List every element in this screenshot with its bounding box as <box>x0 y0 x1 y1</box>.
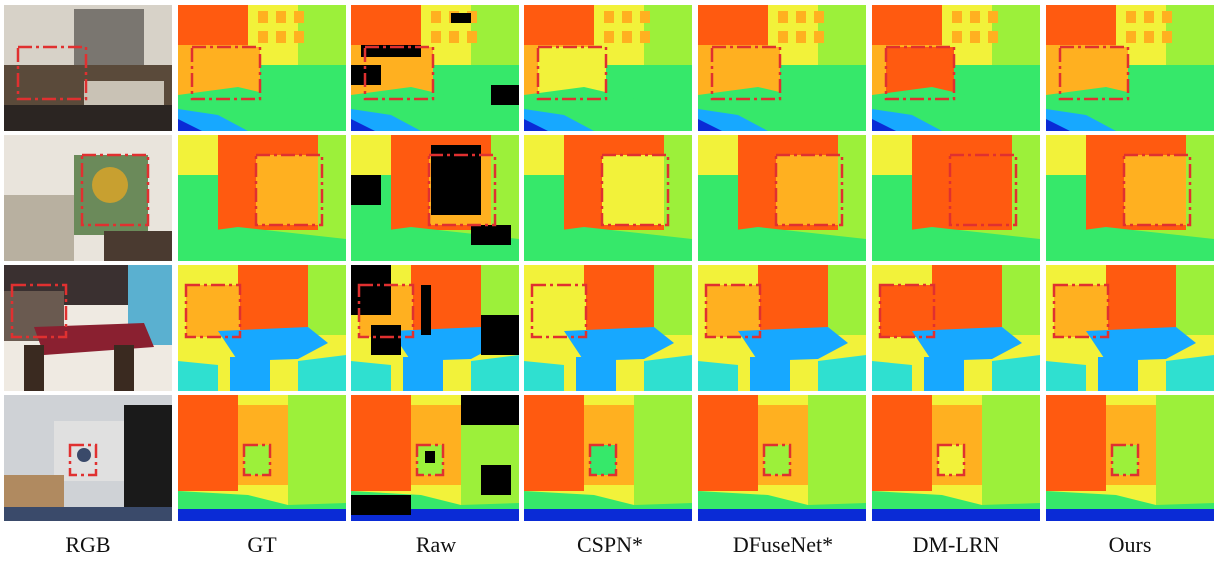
column-label-gt: GT <box>247 532 277 557</box>
panel-music-room-raw <box>351 5 519 131</box>
column-label-rgb: RGB <box>65 532 111 557</box>
highlight-box <box>536 45 608 101</box>
panel-lab-room-gt <box>178 395 346 521</box>
depth-map-row-2 <box>698 135 866 261</box>
panel-cafe-counter-dmlrn <box>872 135 1040 261</box>
panel-restaurant-table-rgb <box>4 265 172 391</box>
rgb-image-row-3 <box>4 265 172 391</box>
depth-map-row-4 <box>524 395 692 521</box>
depth-map-row-3 <box>178 265 346 391</box>
column-label-dfusenet: DFuseNet* <box>732 532 834 557</box>
column-label-cspn: CSPN* <box>576 532 644 557</box>
column-label-ours: Ours <box>1108 532 1152 557</box>
highlight-box <box>363 45 435 101</box>
panel-music-room-gt <box>178 5 346 131</box>
depth-map-row-1 <box>178 5 346 131</box>
highlight-box <box>1122 153 1192 227</box>
panel-restaurant-table-dmlrn <box>872 265 1040 391</box>
highlight-box <box>1058 45 1130 101</box>
highlight-box <box>16 45 88 101</box>
depth-map-row-1 <box>698 5 866 131</box>
panel-restaurant-table-ours <box>1046 265 1214 391</box>
panel-cafe-counter-rgb <box>4 135 172 261</box>
highlight-box <box>427 153 497 227</box>
highlight-box <box>190 45 262 101</box>
depth-map-row-4 <box>351 395 519 521</box>
panel-restaurant-table-gt <box>178 265 346 391</box>
highlight-box <box>80 153 150 227</box>
panel-lab-room-ours <box>1046 395 1214 521</box>
highlight-box <box>762 443 792 477</box>
depth-map-row-4 <box>1046 395 1214 521</box>
highlight-box <box>704 283 762 339</box>
panel-music-room-cspn <box>524 5 692 131</box>
panel-restaurant-table-raw <box>351 265 519 391</box>
panel-lab-room-raw <box>351 395 519 521</box>
highlight-box <box>1052 283 1110 339</box>
highlight-box <box>948 153 1018 227</box>
column-label-dmlrn: DM-LRN <box>912 532 1000 557</box>
depth-map-row-4 <box>178 395 346 521</box>
highlight-box <box>68 443 98 477</box>
panel-lab-room-rgb <box>4 395 172 521</box>
depth-map-row-2 <box>524 135 692 261</box>
panel-cafe-counter-dfusenet <box>698 135 866 261</box>
depth-map-row-2 <box>351 135 519 261</box>
highlight-box <box>357 283 415 339</box>
highlight-box <box>1110 443 1140 477</box>
panel-music-room-rgb <box>4 5 172 131</box>
rgb-image-row-2 <box>4 135 172 261</box>
depth-map-row-1 <box>872 5 1040 131</box>
highlight-box <box>600 153 670 227</box>
highlight-box <box>254 153 324 227</box>
panel-cafe-counter-gt <box>178 135 346 261</box>
depth-map-row-4 <box>872 395 1040 521</box>
highlight-box <box>415 443 445 477</box>
depth-map-row-4 <box>698 395 866 521</box>
panel-restaurant-table-cspn <box>524 265 692 391</box>
panel-lab-room-dfusenet <box>698 395 866 521</box>
depth-map-row-1 <box>524 5 692 131</box>
highlight-box <box>878 283 936 339</box>
depth-map-row-3 <box>1046 265 1214 391</box>
panel-cafe-counter-cspn <box>524 135 692 261</box>
highlight-box <box>710 45 782 101</box>
depth-map-row-3 <box>524 265 692 391</box>
panel-cafe-counter-raw <box>351 135 519 261</box>
panel-cafe-counter-ours <box>1046 135 1214 261</box>
panel-music-room-dmlrn <box>872 5 1040 131</box>
panel-lab-room-dmlrn <box>872 395 1040 521</box>
panel-lab-room-cspn <box>524 395 692 521</box>
depth-map-row-2 <box>1046 135 1214 261</box>
depth-map-row-3 <box>698 265 866 391</box>
highlight-box <box>588 443 618 477</box>
highlight-box <box>936 443 966 477</box>
depth-map-row-1 <box>351 5 519 131</box>
depth-map-row-2 <box>178 135 346 261</box>
depth-map-row-3 <box>351 265 519 391</box>
depth-map-row-3 <box>872 265 1040 391</box>
highlight-box <box>184 283 242 339</box>
highlight-box <box>10 283 68 339</box>
depth-map-row-1 <box>1046 5 1214 131</box>
highlight-box <box>774 153 844 227</box>
depth-map-row-2 <box>872 135 1040 261</box>
panel-restaurant-table-dfusenet <box>698 265 866 391</box>
highlight-box <box>884 45 956 101</box>
rgb-image-row-4 <box>4 395 172 521</box>
panel-music-room-dfusenet <box>698 5 866 131</box>
highlight-box <box>242 443 272 477</box>
column-label-raw: Raw <box>415 532 457 557</box>
rgb-image-row-1 <box>4 5 172 131</box>
highlight-box <box>530 283 588 339</box>
panel-music-room-ours <box>1046 5 1214 131</box>
